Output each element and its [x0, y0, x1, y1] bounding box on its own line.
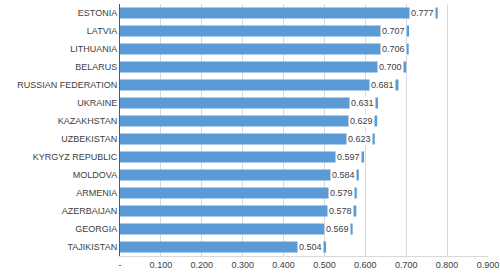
svg-text:BELARUS: BELARUS [75, 62, 117, 72]
svg-text:LATVIA: LATVIA [87, 26, 117, 36]
svg-text:GEORGIA: GEORGIA [75, 224, 117, 234]
svg-text:ARMENIA: ARMENIA [76, 188, 117, 198]
svg-text:0.578: 0.578 [329, 206, 352, 216]
svg-text:ESTONIA: ESTONIA [78, 8, 117, 18]
svg-text:UZBEKISTAN: UZBEKISTAN [61, 134, 117, 144]
svg-text:0.800: 0.800 [436, 260, 459, 270]
svg-text:0.200: 0.200 [191, 260, 214, 270]
svg-text:0.597: 0.597 [337, 152, 360, 162]
svg-text:0.300: 0.300 [231, 260, 254, 270]
svg-text:MOLDOVA: MOLDOVA [73, 170, 117, 180]
svg-text:TAJIKISTAN: TAJIKISTAN [68, 242, 118, 252]
svg-text:-: - [119, 260, 122, 270]
svg-text:0.706: 0.706 [382, 44, 405, 54]
svg-text:0.623: 0.623 [348, 134, 371, 144]
svg-text:0.600: 0.600 [354, 260, 377, 270]
svg-text:0.504: 0.504 [299, 242, 322, 252]
svg-text:0.900: 0.900 [477, 260, 500, 270]
svg-text:LITHUANIA: LITHUANIA [70, 44, 117, 54]
svg-text:0.629: 0.629 [350, 116, 373, 126]
svg-text:0.681: 0.681 [371, 80, 394, 90]
svg-text:0.100: 0.100 [150, 260, 173, 270]
svg-text:UKRAINE: UKRAINE [77, 98, 117, 108]
svg-text:0.707: 0.707 [382, 26, 405, 36]
svg-text:0.500: 0.500 [313, 260, 336, 270]
svg-text:0.777: 0.777 [411, 8, 434, 18]
svg-text:0.400: 0.400 [272, 260, 295, 270]
svg-text:0.579: 0.579 [330, 188, 353, 198]
svg-text:0.631: 0.631 [351, 98, 374, 108]
svg-text:RUSSIAN FEDERATION: RUSSIAN FEDERATION [17, 80, 117, 90]
svg-text:0.700: 0.700 [395, 260, 418, 270]
svg-text:AZERBAIJAN: AZERBAIJAN [62, 206, 118, 216]
svg-text:0.584: 0.584 [332, 170, 355, 180]
svg-text:0.569: 0.569 [326, 224, 349, 234]
svg-text:KAZAKHSTAN: KAZAKHSTAN [58, 116, 117, 126]
svg-text:0.700: 0.700 [379, 62, 402, 72]
svg-text:KYRGYZ REPUBLIC: KYRGYZ REPUBLIC [33, 152, 118, 162]
